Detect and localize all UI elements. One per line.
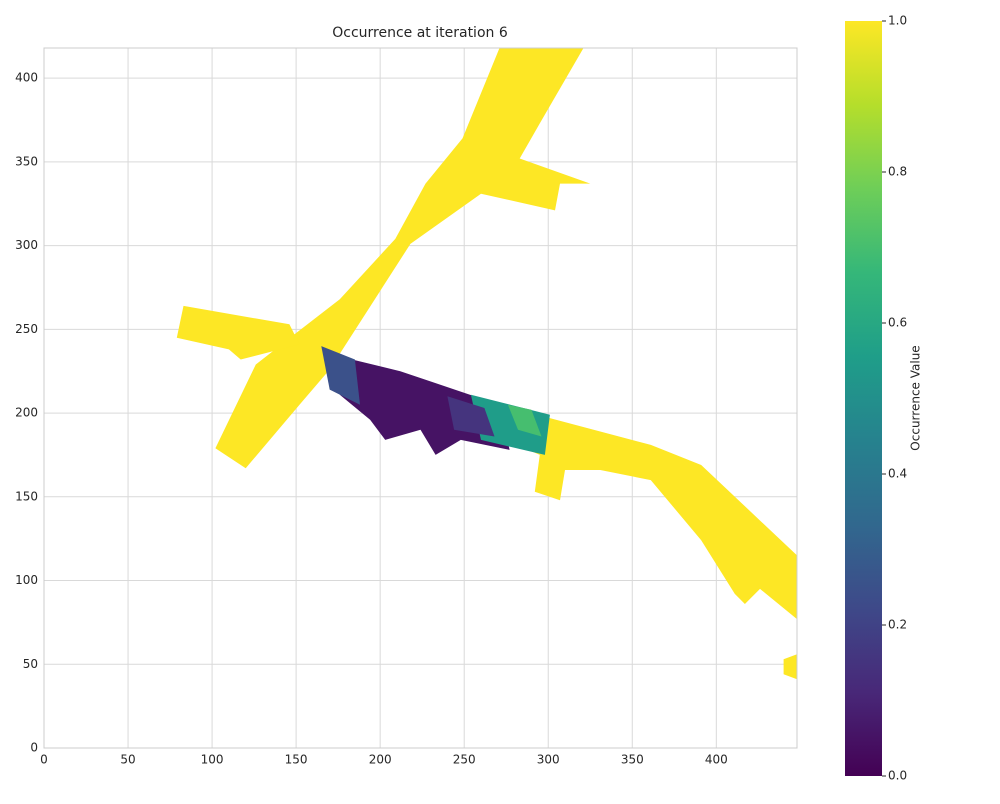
x-tick-label: 50 <box>120 753 135 767</box>
x-tick-label: 250 <box>453 753 476 767</box>
colorbar-tick-label: 1.0 <box>888 14 907 28</box>
colorbar-tick-label: 0.6 <box>888 316 907 330</box>
y-tick-label: 350 <box>15 154 38 168</box>
y-tick-label: 250 <box>15 322 38 336</box>
x-tick-label: 150 <box>285 753 308 767</box>
heat-region <box>507 404 542 437</box>
x-tick-label: 400 <box>705 753 728 767</box>
colorbar-tick-label: 0.2 <box>888 618 907 632</box>
x-tick-label: 100 <box>201 753 224 767</box>
chart-title: Occurrence at iteration 6 <box>332 25 508 41</box>
plot-frame <box>43 47 798 749</box>
x-tick-label: 300 <box>537 753 560 767</box>
x-tick-label: 200 <box>369 753 392 767</box>
heat-region <box>176 305 300 360</box>
y-tick-label: 50 <box>23 657 38 671</box>
heat-region <box>215 48 591 469</box>
colorbar-tick-label: 0.8 <box>888 165 907 179</box>
heat-region <box>447 396 495 437</box>
colorbar-tick-label: 0.4 <box>888 467 907 481</box>
y-tick-label: 200 <box>15 406 38 420</box>
y-tick-label: 0 <box>30 741 38 755</box>
y-tick-label: 300 <box>15 238 38 252</box>
heat-region <box>783 654 797 680</box>
y-tick-label: 400 <box>15 71 38 85</box>
heat-region <box>499 404 797 620</box>
x-tick-label: 350 <box>621 753 644 767</box>
y-tick-label: 100 <box>15 573 38 587</box>
heat-region <box>321 346 360 405</box>
colorbar <box>845 21 882 776</box>
colorbar-label: Occurrence Value <box>909 345 923 450</box>
y-tick-label: 150 <box>15 489 38 503</box>
x-tick-label: 0 <box>40 753 48 767</box>
colorbar-tick-label: 0.0 <box>888 769 907 783</box>
